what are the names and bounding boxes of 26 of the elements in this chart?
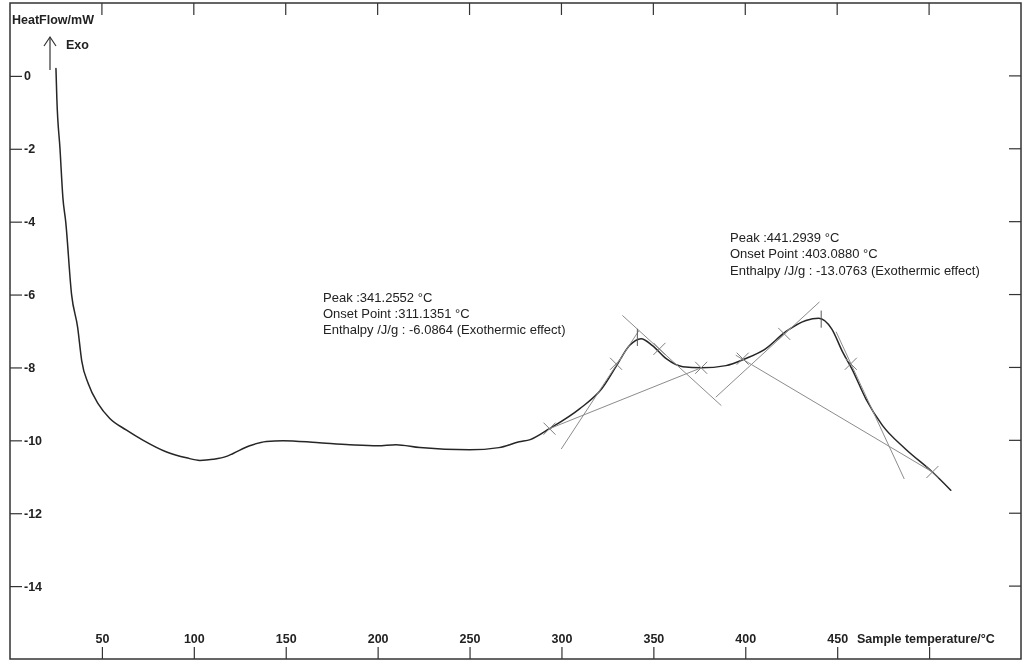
x-tick-label: 400 [735, 632, 757, 646]
x-tick-label: 350 [643, 632, 665, 646]
x-axis-title: Sample temperature/°C [857, 632, 995, 646]
x-tick-label: 100 [183, 632, 205, 646]
y-tick-label: -10 [24, 433, 43, 448]
y-tick-label: -4 [24, 215, 36, 230]
annotation: Onset Point :311.1351 °C [323, 305, 470, 321]
x-tick-label: 200 [367, 632, 389, 646]
x-tick-label: 250 [459, 632, 481, 646]
y-tick-label: -14 [24, 579, 43, 594]
x-tick-label: 50 [95, 632, 110, 646]
x-tick-label: 450 [827, 632, 849, 646]
y-tick-label: -2 [24, 142, 36, 157]
y-tick-label: 0 [24, 69, 31, 84]
annotation: Peak :441.2939 °C [730, 229, 840, 245]
annotation: Peak :341.2552 °C [323, 289, 433, 305]
y-tick-label: -8 [24, 360, 36, 375]
annotation: Enthalpy /J/g : -6.0864 (Exothermic effect) [323, 321, 566, 337]
annotation: Enthalpy /J/g : -13.0763 (Exothermic effect) [730, 262, 980, 278]
y-tick-label: -6 [24, 288, 36, 303]
y-tick-label: -12 [24, 506, 43, 521]
x-tick-label: 300 [551, 632, 573, 646]
annotation: Exo [66, 38, 90, 52]
y-axis-title: HeatFlow/mW [12, 13, 95, 27]
annotation: Onset Point :403.0880 °C [730, 245, 878, 261]
x-tick-label: 150 [275, 632, 297, 646]
